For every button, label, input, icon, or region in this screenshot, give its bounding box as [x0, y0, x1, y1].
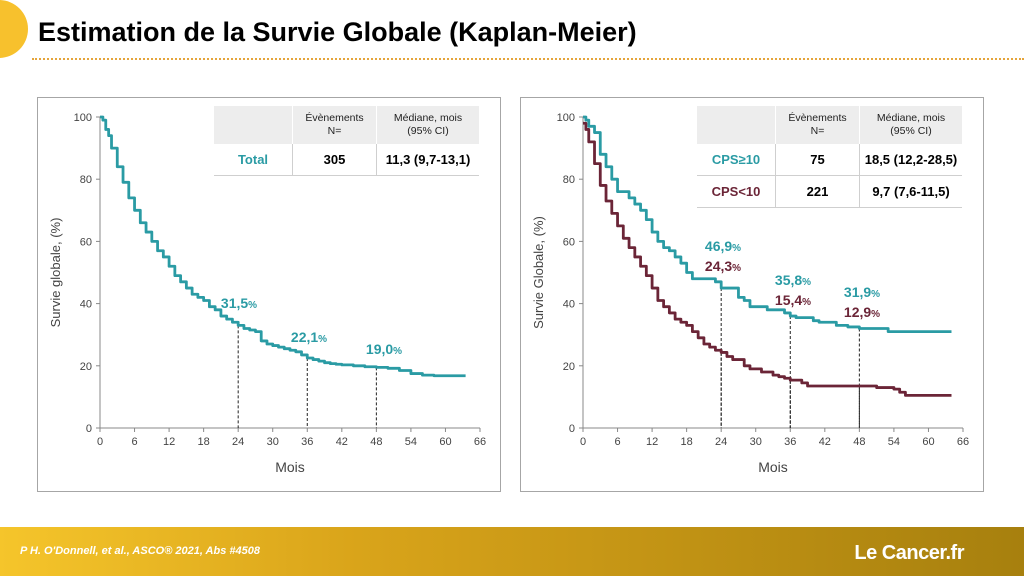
data-label-cps-low: 12,9%	[844, 304, 880, 320]
x-tick-label: 0	[97, 436, 103, 448]
row-events: 75	[775, 144, 860, 176]
x-tick-label: 24	[715, 436, 727, 448]
x-tick-label: 12	[646, 436, 658, 448]
table-header-median: Médiane, mois (95% CI)	[376, 106, 479, 144]
row-events: 305	[292, 144, 377, 176]
x-tick-label: 66	[957, 436, 969, 448]
x-tick-label: 54	[405, 436, 417, 448]
x-tick-label: 6	[614, 436, 620, 448]
x-tick-label: 36	[301, 436, 313, 448]
row-label: Total	[214, 144, 293, 176]
chart-panel-total: 0 20 40 60 80 100 0 6 12 18 24 30 36 42 48 54 60 66 Mois Su…	[37, 97, 501, 492]
series-line	[100, 115, 466, 378]
row-median: 18,5 (12,2-28,5)	[859, 144, 962, 176]
x-tick-label: 48	[370, 436, 382, 448]
y-tick-label: 40	[80, 299, 92, 311]
x-tick-label: 24	[232, 436, 244, 448]
y-tick-label: 0	[86, 423, 92, 435]
y-tick-label: 80	[563, 174, 575, 186]
data-label-cps-high: 46,9%	[705, 238, 741, 254]
x-axis-label: Mois	[758, 459, 788, 475]
x-tick-label: 12	[163, 436, 175, 448]
table-row: Total 305 11,3 (9,7-13,1)	[214, 144, 479, 176]
series-line	[583, 115, 952, 333]
footer-bar: P H. O'Donnell, et al., ASCO® 2021, Abs …	[0, 527, 1024, 576]
table-header-median: Médiane, mois (95% CI)	[859, 106, 962, 144]
summary-table-total: Évènements N= Médiane, mois (95% CI) Total…	[214, 106, 479, 176]
y-axis-label: Survie Globale, (%)	[531, 216, 546, 329]
row-events: 221	[775, 175, 860, 208]
x-tick-label: 60	[439, 436, 451, 448]
data-label: 19,0%	[366, 341, 402, 357]
data-label: 31,5%	[221, 295, 257, 311]
table-header-events: Évènements N=	[775, 106, 860, 144]
y-tick-label: 20	[80, 361, 92, 373]
x-tick-label: 6	[131, 436, 137, 448]
data-label-cps-high: 31,9%	[844, 284, 880, 300]
y-tick-label: 60	[563, 236, 575, 248]
data-label-cps-low: 24,3%	[705, 258, 741, 274]
table-header-empty	[697, 106, 776, 144]
x-tick-label: 30	[750, 436, 762, 448]
x-tick-label: 60	[922, 436, 934, 448]
title-divider	[32, 58, 1024, 60]
table-header-events: Évènements N=	[292, 106, 377, 144]
table-row: CPS≥10 75 18,5 (12,2-28,5)	[697, 144, 962, 176]
x-tick-label: 0	[580, 436, 586, 448]
y-tick-label: 100	[74, 112, 92, 124]
data-label-cps-low: 15,4%	[775, 292, 811, 308]
x-tick-label: 48	[853, 436, 865, 448]
x-tick-label: 18	[198, 436, 210, 448]
data-label-cps-high: 35,8%	[775, 272, 811, 288]
y-tick-label: 80	[80, 174, 92, 186]
x-tick-label: 36	[784, 436, 796, 448]
corner-accent-shape	[0, 0, 28, 58]
x-tick-label: 66	[474, 436, 486, 448]
km-chart-cps: 0 20 40 60 80 100 0 6 12 18 24 30 36 42 48 54 60 66 Mois Su…	[531, 112, 969, 475]
brand-logo: Le Cancer.fr	[854, 542, 964, 564]
x-axis-label: Mois	[275, 459, 305, 475]
y-tick-label: 100	[557, 112, 575, 124]
page-title: Estimation de la Survie Globale (Kaplan-…	[38, 17, 637, 47]
x-tick-label: 30	[267, 436, 279, 448]
table-header-empty	[214, 106, 293, 144]
y-tick-label: 40	[563, 299, 575, 311]
km-chart-total: 0 20 40 60 80 100 0 6 12 18 24 30 36 42 48 54 60 66 Mois Su…	[48, 112, 486, 475]
x-tick-label: 42	[336, 436, 348, 448]
x-tick-label: 54	[888, 436, 900, 448]
series-line	[583, 121, 952, 397]
row-median: 9,7 (7,6-11,5)	[859, 175, 962, 208]
y-tick-label: 60	[80, 236, 92, 248]
table-header-row: Évènements N= Médiane, mois (95% CI)	[697, 106, 962, 144]
table-row: CPS<10 221 9,7 (7,6-11,5)	[697, 175, 962, 208]
data-label: 22,1%	[291, 329, 327, 345]
y-axis-label: Survie globale, (%)	[48, 218, 63, 328]
summary-table-cps: Évènements N= Médiane, mois (95% CI) CPS≥1…	[697, 106, 962, 208]
chart-panel-cps: 0 20 40 60 80 100 0 6 12 18 24 30 36 42 48 54 60 66 Mois Su…	[520, 97, 984, 492]
row-label: CPS<10	[697, 175, 776, 208]
y-tick-label: 0	[569, 423, 575, 435]
table-header-row: Évènements N= Médiane, mois (95% CI)	[214, 106, 479, 144]
row-label: CPS≥10	[697, 144, 776, 176]
y-tick-label: 20	[563, 361, 575, 373]
x-tick-label: 42	[819, 436, 831, 448]
citation-text: P H. O'Donnell, et al., ASCO® 2021, Abs …	[20, 545, 260, 557]
x-tick-label: 18	[681, 436, 693, 448]
row-median: 11,3 (9,7-13,1)	[376, 144, 479, 176]
